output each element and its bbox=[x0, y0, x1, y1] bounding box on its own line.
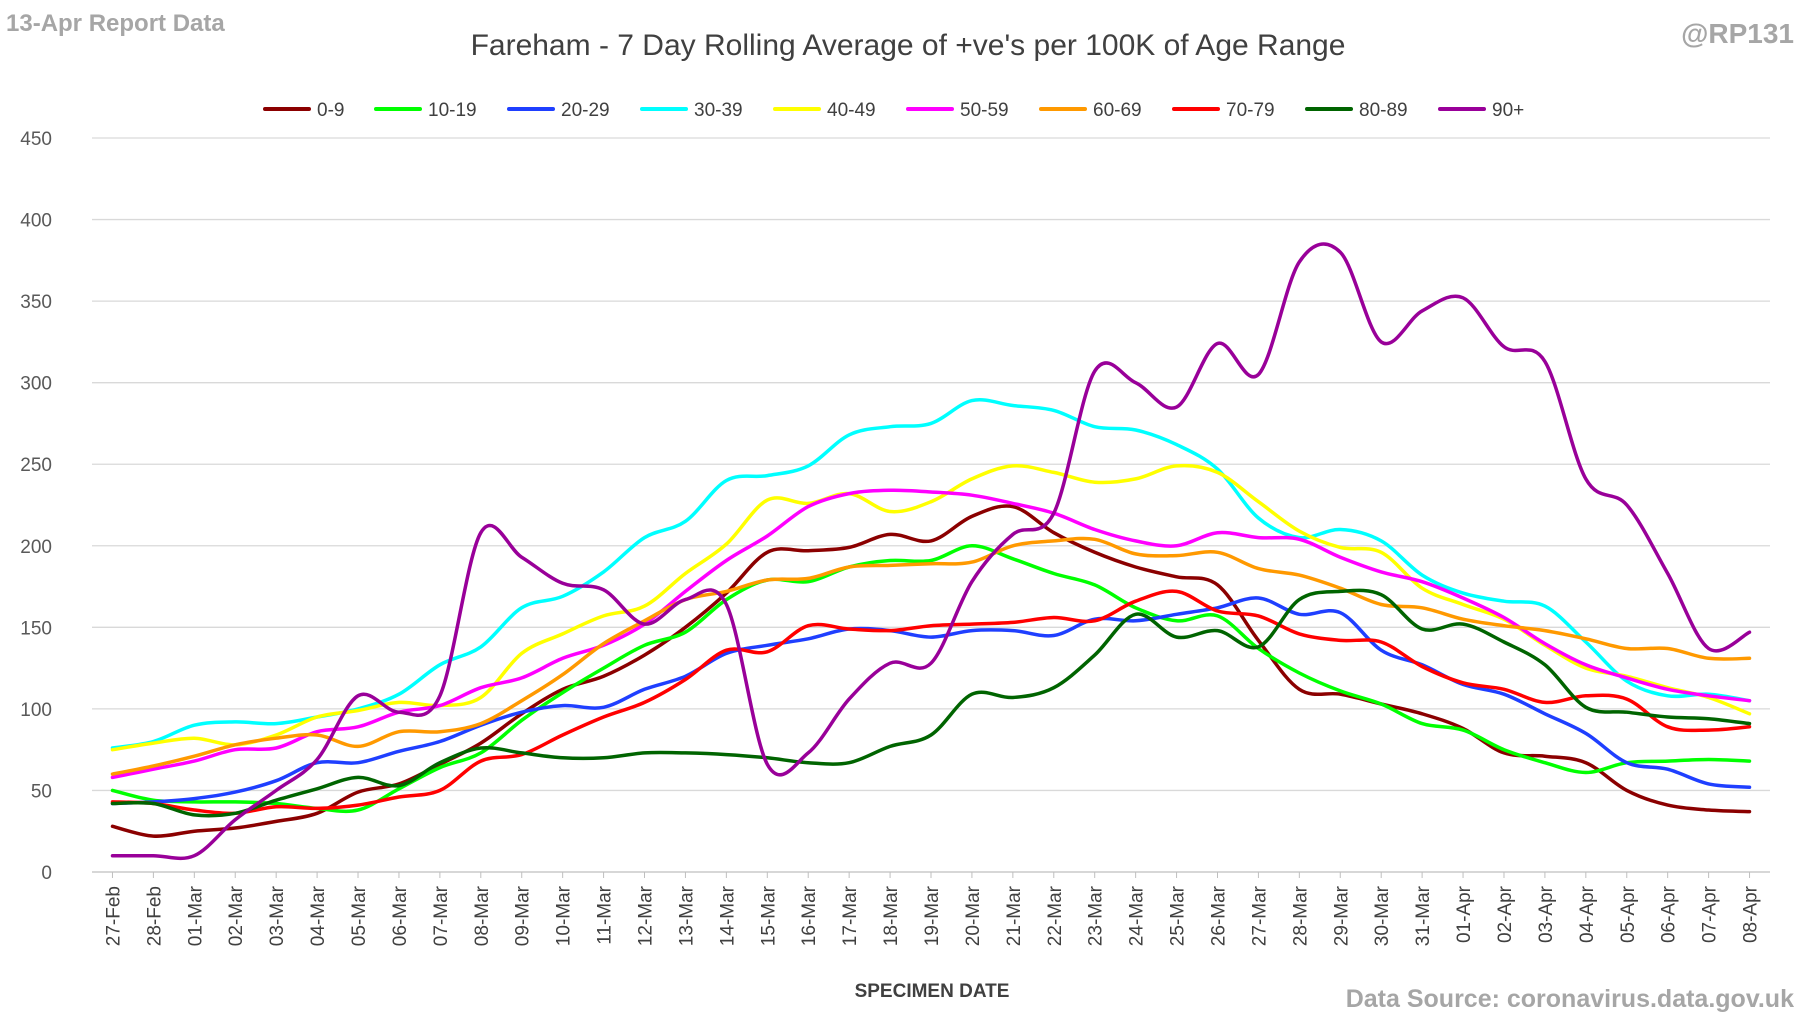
series-line-90+ bbox=[110, 242, 1752, 861]
legend-label: 0-9 bbox=[317, 100, 344, 121]
y-tick-label: 0 bbox=[41, 863, 52, 884]
x-tick-label: 03-Apr bbox=[1536, 885, 1557, 943]
author-handle: @RP131 bbox=[1681, 18, 1794, 49]
legend-item-40-49: 40-49 bbox=[773, 100, 876, 121]
series-line-80-89 bbox=[110, 588, 1752, 818]
x-tick-label: 07-Apr bbox=[1700, 885, 1721, 943]
legend-label: 60-69 bbox=[1093, 100, 1142, 121]
y-tick-label: 50 bbox=[31, 781, 52, 802]
y-tick-label: 300 bbox=[20, 374, 52, 395]
series-line-70-79 bbox=[110, 589, 1752, 816]
y-tick-label: 200 bbox=[20, 537, 52, 558]
x-tick-label: 27-Feb bbox=[103, 886, 124, 946]
x-tick-label: 04-Apr bbox=[1577, 885, 1598, 943]
x-tick-label: 13-Mar bbox=[676, 885, 697, 946]
x-tick-label: 18-Mar bbox=[881, 885, 902, 946]
y-tick-label: 100 bbox=[20, 700, 52, 721]
legend-item-10-19: 10-19 bbox=[374, 100, 477, 121]
legend-label: 30-39 bbox=[694, 100, 743, 121]
series-line-60-69 bbox=[110, 536, 1752, 776]
x-tick-label: 28-Mar bbox=[1290, 885, 1311, 946]
y-tick-label: 450 bbox=[20, 129, 52, 150]
x-tick-label: 11-Mar bbox=[595, 885, 616, 944]
series-line-0-9 bbox=[110, 504, 1752, 838]
x-tick-label: 01-Mar bbox=[185, 885, 206, 946]
x-axis-title: SPECIMEN DATE bbox=[855, 981, 1010, 1002]
series-line-50-59 bbox=[110, 488, 1752, 780]
legend-label: 70-79 bbox=[1226, 100, 1275, 121]
x-tick-label: 27-Mar bbox=[1249, 885, 1270, 946]
legend-item-60-69: 60-69 bbox=[1039, 100, 1142, 121]
legend: 0-9 10-19 20-29 30-39 40-49 50-59 60-69 70-79 80… bbox=[263, 100, 1524, 121]
legend-item-20-29: 20-29 bbox=[507, 100, 610, 121]
x-tick-label: 09-Mar bbox=[513, 885, 534, 946]
x-tick-label: 12-Mar bbox=[636, 885, 657, 946]
series-line-40-49 bbox=[110, 463, 1752, 752]
legend-item-50-59: 50-59 bbox=[906, 100, 1009, 121]
legend-item-0-9: 0-9 bbox=[263, 100, 344, 121]
legend-item-70-79: 70-79 bbox=[1172, 100, 1275, 121]
chart-title: Fareham - 7 Day Rolling Average of +ve's… bbox=[471, 29, 1346, 62]
x-tick-label: 31-Mar bbox=[1413, 885, 1434, 946]
x-tick-label: 14-Mar bbox=[717, 885, 738, 946]
x-tick-label: 28-Feb bbox=[144, 886, 165, 946]
legend-label: 20-29 bbox=[561, 100, 610, 121]
x-tick-label: 06-Apr bbox=[1659, 885, 1680, 943]
x-tick-label: 25-Mar bbox=[1168, 885, 1189, 946]
x-tick-label: 20-Mar bbox=[963, 885, 984, 946]
legend-item-90+: 90+ bbox=[1438, 100, 1524, 121]
legend-item-30-39: 30-39 bbox=[640, 100, 743, 121]
x-tick-label: 29-Mar bbox=[1331, 885, 1352, 946]
x-tick-label: 10-Mar bbox=[554, 885, 575, 946]
x-tick-label: 26-Mar bbox=[1208, 885, 1229, 946]
x-tick-label: 08-Apr bbox=[1741, 885, 1762, 943]
legend-label: 50-59 bbox=[960, 100, 1009, 121]
y-tick-label: 150 bbox=[20, 618, 52, 639]
x-tick-label: 30-Mar bbox=[1372, 885, 1393, 946]
x-tick-label: 23-Mar bbox=[1086, 885, 1107, 946]
x-tick-label: 07-Mar bbox=[431, 885, 452, 946]
x-tick-label: 05-Mar bbox=[349, 885, 370, 946]
x-tick-label: 22-Mar bbox=[1045, 885, 1066, 946]
x-tick-label: 17-Mar bbox=[840, 885, 861, 946]
series-lines bbox=[110, 242, 1752, 861]
x-tick-label: 02-Apr bbox=[1495, 885, 1516, 943]
x-tick-label: 24-Mar bbox=[1127, 885, 1148, 946]
x-tick-label: 21-Mar bbox=[1004, 885, 1025, 946]
x-tick-label: 19-Mar bbox=[922, 885, 943, 946]
y-axis-tick-labels: 0 50 100 150 200 250 300 350 400 450 bbox=[20, 129, 52, 884]
x-tick-label: 08-Mar bbox=[472, 885, 493, 946]
series-line-30-39 bbox=[110, 398, 1752, 750]
y-tick-label: 400 bbox=[20, 211, 52, 232]
x-tick-label: 05-Apr bbox=[1618, 885, 1639, 943]
series-line-20-29 bbox=[110, 596, 1752, 806]
x-tick-label: 02-Mar bbox=[226, 885, 247, 946]
report-date-label: 13-Apr Report Data bbox=[6, 10, 225, 37]
x-tick-label: 06-Mar bbox=[390, 885, 411, 946]
legend-label: 80-89 bbox=[1359, 100, 1408, 121]
legend-label: 10-19 bbox=[428, 100, 477, 121]
x-axis-tick-labels: 27-Feb 28-Feb 01-Mar 02-Mar 03-Mar 04-Mar 05-M… bbox=[103, 872, 1762, 946]
x-tick-label: 04-Mar bbox=[308, 885, 329, 946]
x-tick-label: 15-Mar bbox=[758, 885, 779, 946]
legend-label: 40-49 bbox=[827, 100, 876, 121]
x-tick-label: 03-Mar bbox=[267, 885, 288, 946]
data-source-label: Data Source: coronavirus.data.gov.uk bbox=[1345, 985, 1794, 1013]
y-tick-label: 350 bbox=[20, 292, 52, 313]
y-tick-label: 250 bbox=[20, 455, 52, 476]
legend-item-80-89: 80-89 bbox=[1305, 100, 1408, 121]
series-line-10-19 bbox=[110, 544, 1752, 814]
x-tick-label: 01-Apr bbox=[1454, 885, 1475, 943]
legend-label: 90+ bbox=[1492, 100, 1524, 121]
x-tick-label: 16-Mar bbox=[799, 885, 820, 946]
